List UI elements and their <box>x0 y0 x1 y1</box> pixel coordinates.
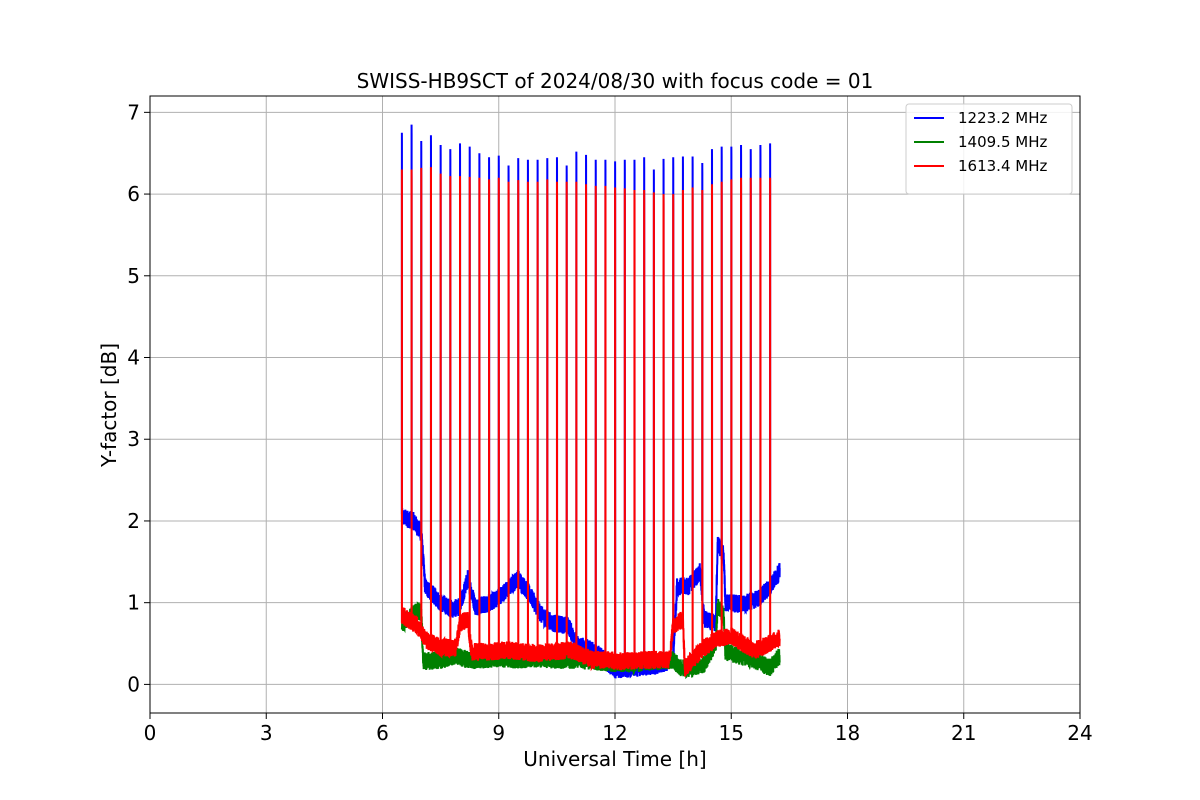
y-tick-label: 3 <box>127 427 140 451</box>
x-tick-label: 0 <box>144 721 157 745</box>
series-1613-4-mhz <box>400 167 781 677</box>
chart-title: SWISS-HB9SCT of 2024/08/30 with focus co… <box>357 69 874 93</box>
x-tick-label: 18 <box>835 721 860 745</box>
legend: 1223.2 MHz 1409.5 MHz 1613.4 MHz <box>905 103 1073 195</box>
x-tick-label: 12 <box>602 721 627 745</box>
x-tick-label: 9 <box>492 721 505 745</box>
y-tick-label: 5 <box>127 264 140 288</box>
y-tick-label: 2 <box>127 509 140 533</box>
x-tick-label: 21 <box>951 721 976 745</box>
series-layer <box>400 124 781 680</box>
x-tick-label: 6 <box>376 721 389 745</box>
series-1223-2-mhz <box>400 124 781 679</box>
series-line <box>400 124 781 679</box>
legend-box <box>905 103 1073 195</box>
y-tick-label: 7 <box>127 100 140 124</box>
y-axis-title: Y-factor [dB] <box>97 343 121 468</box>
x-axis-title: Universal Time [h] <box>523 747 706 771</box>
x-tick-label: 3 <box>260 721 273 745</box>
legend-label: 1613.4 MHz <box>958 157 1047 175</box>
x-tick-label: 24 <box>1067 721 1092 745</box>
y-tick-label: 4 <box>127 346 140 370</box>
legend-label: 1223.2 MHz <box>958 109 1047 127</box>
y-tick-label: 0 <box>127 672 140 696</box>
series-line <box>400 167 781 677</box>
legend-label: 1409.5 MHz <box>958 133 1047 151</box>
y-tick-label: 1 <box>127 591 140 615</box>
y-tick-label: 6 <box>127 182 140 206</box>
x-tick-label: 15 <box>719 721 744 745</box>
